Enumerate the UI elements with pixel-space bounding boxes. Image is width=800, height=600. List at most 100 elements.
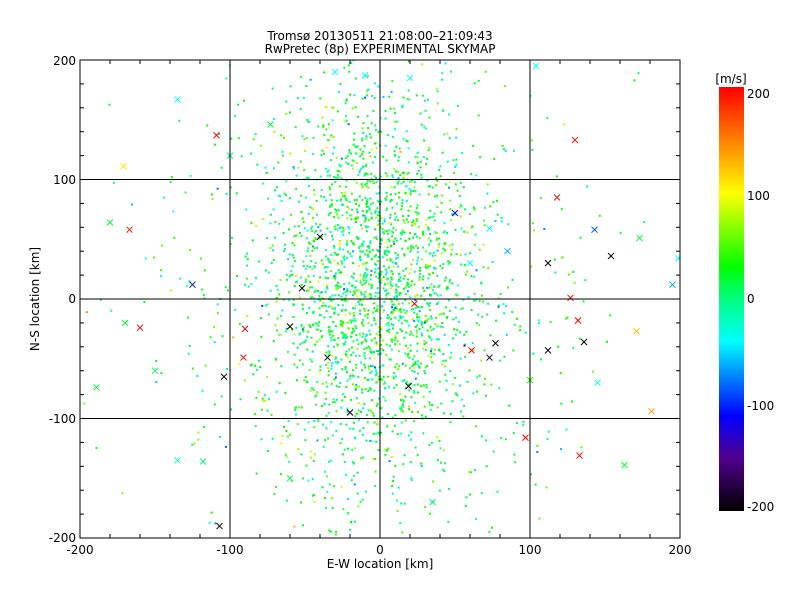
data-dot xyxy=(334,180,337,183)
data-dot xyxy=(423,298,426,301)
data-dot xyxy=(410,431,413,434)
data-dot xyxy=(565,317,568,320)
data-dot xyxy=(386,232,389,235)
marker-stroke xyxy=(429,498,436,506)
data-dot xyxy=(393,295,396,298)
data-dot xyxy=(396,331,399,334)
data-dot xyxy=(454,183,457,186)
data-dot xyxy=(401,405,404,408)
data-dot xyxy=(403,254,406,257)
data-marker-x xyxy=(466,259,474,267)
data-dot xyxy=(424,366,427,369)
data-marker-x xyxy=(492,339,499,347)
data-dot xyxy=(395,291,398,294)
data-dot xyxy=(460,227,463,230)
data-dot xyxy=(423,125,426,128)
data-dot xyxy=(418,269,421,272)
data-dot xyxy=(378,330,381,333)
data-dot xyxy=(398,272,401,275)
data-dot xyxy=(382,364,385,367)
data-dot xyxy=(407,434,410,437)
data-dot xyxy=(269,289,272,292)
data-dot xyxy=(442,449,445,452)
data-dot xyxy=(406,320,409,323)
data-dot xyxy=(345,294,348,297)
data-dot xyxy=(451,243,454,246)
data-dot xyxy=(363,293,366,296)
data-dot xyxy=(432,289,435,292)
data-dot xyxy=(394,335,397,338)
data-marker-x xyxy=(331,68,339,76)
data-dot xyxy=(357,343,360,346)
data-dot xyxy=(298,200,301,203)
data-dot xyxy=(344,340,347,343)
data-dot xyxy=(440,211,443,214)
data-marker-x xyxy=(451,209,459,217)
data-dot xyxy=(343,333,346,336)
data-dot xyxy=(277,161,280,164)
data-dot xyxy=(297,448,300,451)
data-dot xyxy=(324,391,327,394)
data-marker-x xyxy=(429,498,436,506)
data-dot xyxy=(250,221,253,224)
data-dot xyxy=(343,266,346,269)
data-dot xyxy=(384,230,387,233)
data-dot xyxy=(472,144,475,147)
data-dot xyxy=(420,362,423,365)
data-dot xyxy=(427,216,430,219)
data-dot xyxy=(350,192,353,195)
data-dot xyxy=(327,169,330,172)
data-dot xyxy=(435,302,438,305)
data-dot xyxy=(350,346,353,349)
data-dot xyxy=(354,307,357,310)
data-dot xyxy=(430,317,433,320)
marker-stroke xyxy=(580,338,588,346)
data-dot xyxy=(345,385,348,388)
data-dot xyxy=(425,319,428,322)
data-marker-x xyxy=(576,452,583,459)
data-dot xyxy=(364,272,367,275)
data-dot xyxy=(367,186,370,189)
data-dot xyxy=(438,243,441,246)
data-dot xyxy=(296,97,299,100)
data-dot xyxy=(365,90,368,93)
data-dot xyxy=(340,331,343,334)
data-dot xyxy=(322,125,325,128)
data-dot xyxy=(328,529,331,532)
data-dot xyxy=(280,199,283,202)
data-dot xyxy=(359,258,362,261)
data-dot xyxy=(280,442,283,445)
marker-stroke xyxy=(675,256,680,262)
data-dot xyxy=(121,492,124,495)
data-dot xyxy=(449,370,452,373)
data-dot xyxy=(414,377,417,380)
data-dot xyxy=(329,261,332,264)
data-dot xyxy=(431,186,434,189)
data-dot xyxy=(303,169,306,172)
data-dot xyxy=(410,268,413,271)
data-dot xyxy=(377,277,380,280)
data-dot xyxy=(349,93,352,96)
data-dot xyxy=(303,428,306,431)
data-dot xyxy=(317,290,320,293)
data-dot xyxy=(427,226,430,229)
data-dot xyxy=(360,167,363,170)
y-tick-label: -100 xyxy=(49,412,76,426)
data-dot xyxy=(295,274,298,277)
data-dot xyxy=(483,378,486,381)
data-dot xyxy=(245,208,248,211)
data-dot xyxy=(377,449,380,452)
data-dot xyxy=(420,306,423,309)
data-dot xyxy=(422,395,425,398)
data-dot xyxy=(375,180,378,183)
data-dot xyxy=(420,414,423,417)
data-dot xyxy=(301,524,304,527)
data-dot xyxy=(280,365,283,368)
x-tick-label: 200 xyxy=(669,543,692,557)
data-dot xyxy=(493,158,496,161)
data-dot xyxy=(299,108,302,111)
data-dot xyxy=(379,273,382,276)
data-dot xyxy=(323,266,326,269)
data-dot xyxy=(398,365,401,368)
data-dot xyxy=(307,177,310,180)
